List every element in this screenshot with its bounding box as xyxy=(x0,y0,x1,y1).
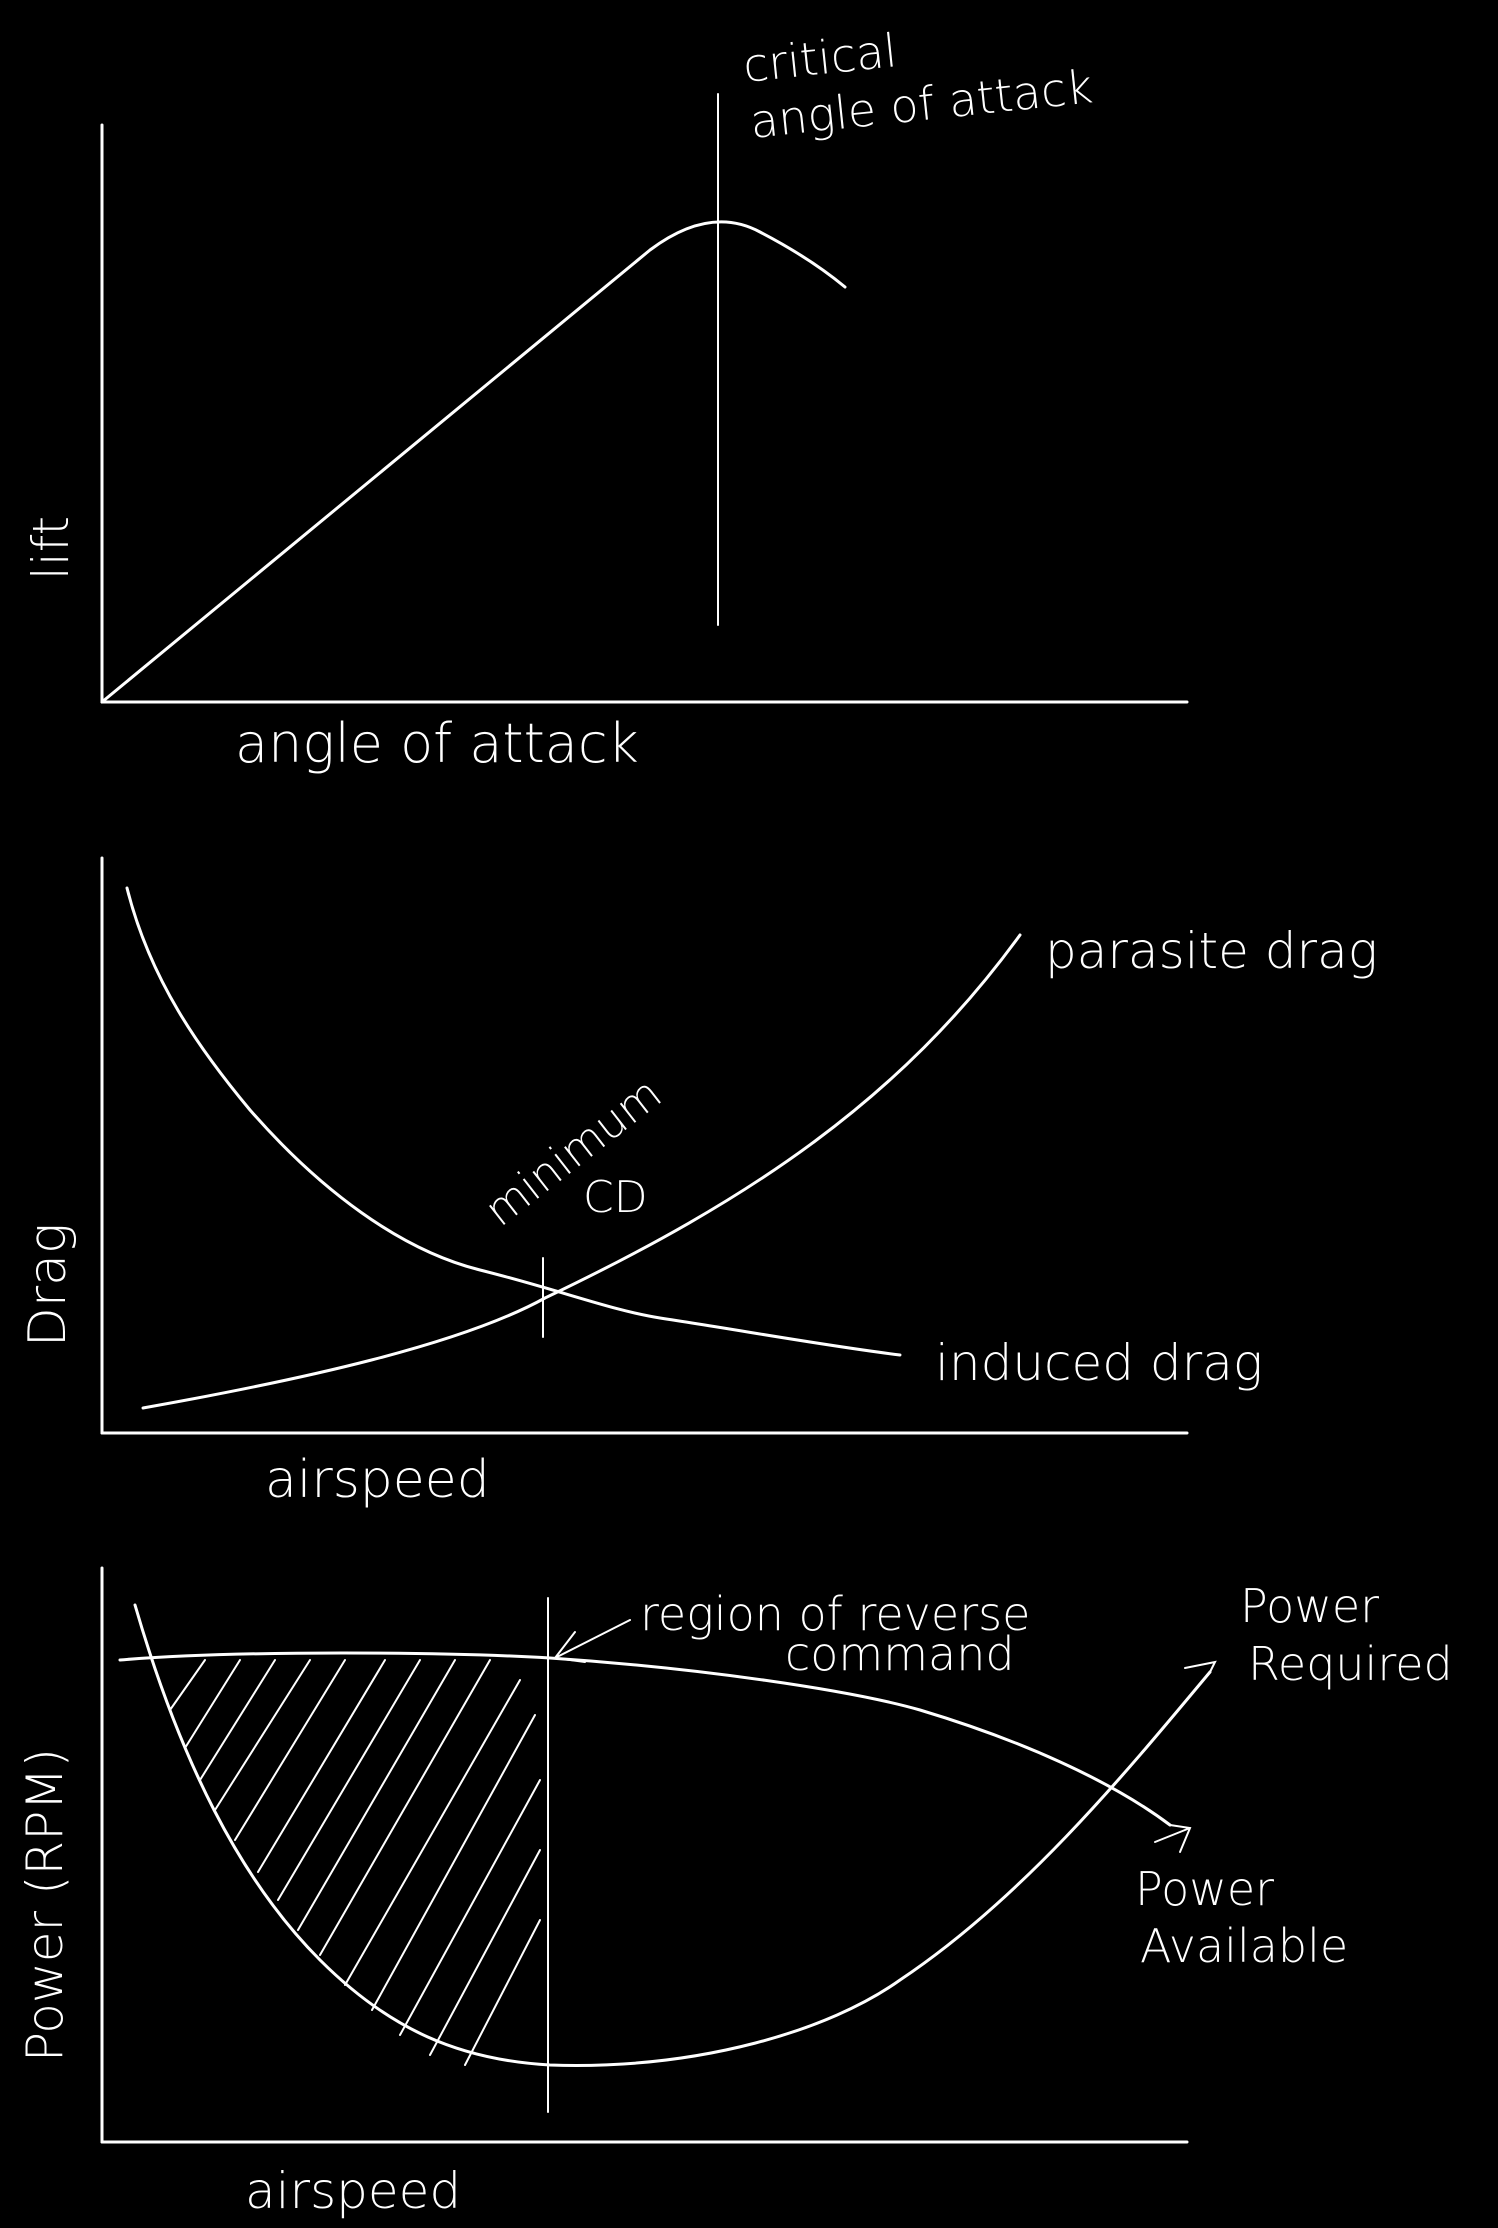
power-y-label: Power (RPM) xyxy=(16,1748,74,2062)
drag-x-label: airspeed xyxy=(265,1450,490,1510)
lift-x-label: angle of attack xyxy=(235,712,639,775)
parasite-drag-label: parasite drag xyxy=(1045,922,1378,980)
lift-y-label: lift xyxy=(22,516,80,580)
induced-drag-label: induced drag xyxy=(935,1334,1263,1392)
power-x-label: airspeed xyxy=(245,2162,461,2220)
power-available-label-line1: Power xyxy=(1135,1862,1274,1916)
power-available-label-line2: Available xyxy=(1140,1919,1348,1973)
power-required-label-line1: Power xyxy=(1240,1579,1379,1633)
power-required-label-line2: Required xyxy=(1248,1637,1453,1691)
drag-y-label: Drag xyxy=(18,1223,78,1348)
minimum-cd-label: CD xyxy=(583,1172,648,1223)
region-label-line2: command xyxy=(785,1627,1015,1681)
